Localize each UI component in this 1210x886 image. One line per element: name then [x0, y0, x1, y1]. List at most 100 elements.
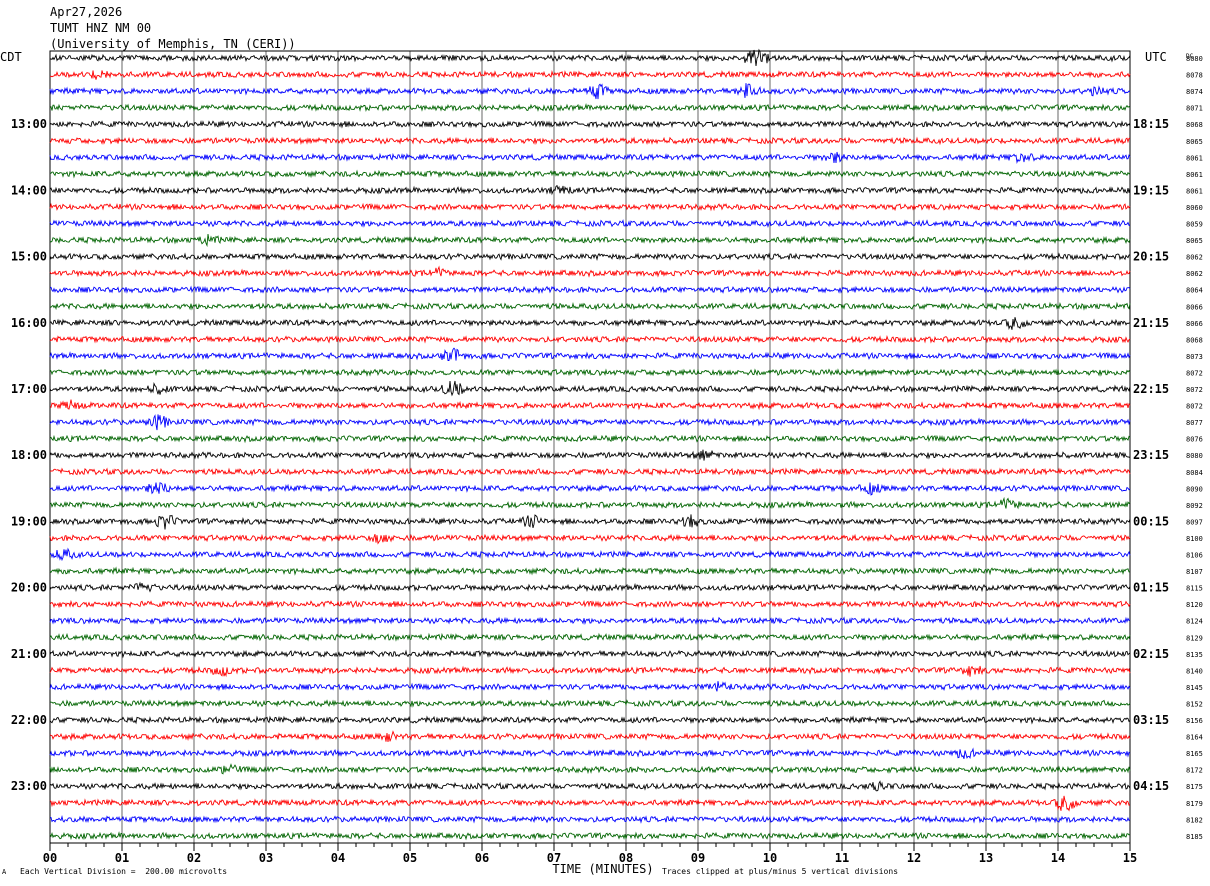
left-time-label: 16:00 — [11, 316, 47, 330]
station-title: TUMT HNZ NM 00 — [50, 21, 152, 35]
left-time-label: 22:00 — [11, 713, 47, 727]
seismic-trace — [49, 102, 1131, 113]
dc-offset-label: 8068 — [1186, 121, 1203, 129]
left-time-label: 21:00 — [11, 647, 47, 661]
seismic-trace — [49, 169, 1131, 179]
right-time-label: 01:15 — [1133, 581, 1169, 595]
seismic-trace — [49, 599, 1131, 609]
seismic-trace — [49, 136, 1131, 146]
dc-offset-label: 8076 — [1186, 436, 1203, 444]
x-tick-label: 11 — [835, 851, 849, 865]
dc-offset-label: 8061 — [1186, 171, 1203, 179]
dc-offset-label: 8065 — [1186, 237, 1203, 245]
right-timezone-label: UTC — [1145, 50, 1167, 64]
dc-offset-label: 8061 — [1186, 187, 1203, 195]
seismic-trace — [49, 566, 1131, 576]
seismic-trace — [49, 715, 1131, 725]
dc-offset-label: 8115 — [1186, 585, 1203, 593]
right-time-label: 18:15 — [1133, 117, 1169, 131]
x-tick-label: 07 — [547, 851, 561, 865]
dc-offset-label: 8164 — [1186, 734, 1203, 742]
right-time-label: 23:15 — [1133, 448, 1169, 462]
x-tick-label: 12 — [907, 851, 921, 865]
seismic-trace — [49, 467, 1131, 477]
dc-offset-label: 8072 — [1186, 403, 1203, 411]
seismic-trace — [49, 368, 1131, 377]
seismic-trace — [49, 234, 1131, 248]
seismic-trace — [49, 252, 1131, 262]
x-tick-label: 01 — [115, 851, 129, 865]
x-tick-label: 04 — [331, 851, 345, 865]
dc-offset-label: 8078 — [1186, 72, 1203, 80]
dc-offset-label: 8106 — [1186, 552, 1203, 560]
seismic-trace — [49, 496, 1131, 510]
dc-offset-label: 8080 — [1186, 452, 1203, 460]
seismic-trace — [49, 514, 1131, 530]
dc-offset-label: 8097 — [1186, 518, 1203, 526]
dc-offset-label: 8062 — [1186, 270, 1203, 278]
right-time-label: 21:15 — [1133, 316, 1169, 330]
seismic-trace — [49, 335, 1131, 344]
dc-offset-label: 8073 — [1186, 353, 1203, 361]
dc-offset-label: 8172 — [1186, 767, 1203, 775]
dc-offset-label: 8092 — [1186, 502, 1203, 510]
dc-offset-label: 8066 — [1186, 303, 1203, 311]
dc-offset-label: 8061 — [1186, 154, 1203, 162]
dc-offset-label: 8156 — [1186, 717, 1203, 725]
right-time-label: 00:15 — [1133, 514, 1169, 528]
seismic-trace — [49, 83, 1131, 100]
dc-offset-label: 8072 — [1186, 386, 1203, 394]
seismic-trace — [49, 151, 1131, 164]
seismic-trace — [49, 547, 1131, 562]
dc-offset-label: 8145 — [1186, 684, 1203, 692]
dc-offset-label: 8175 — [1186, 783, 1203, 791]
dc-offset-label: 8179 — [1186, 800, 1203, 808]
dc-offset-label: 8120 — [1186, 601, 1203, 609]
seismic-trace — [49, 681, 1131, 692]
seismic-trace — [49, 533, 1131, 545]
x-tick-label: 09 — [691, 851, 705, 865]
dc-offset-label: 8077 — [1186, 419, 1203, 427]
right-time-label: 19:15 — [1133, 183, 1169, 197]
left-time-label: 19:00 — [11, 514, 47, 528]
seismic-trace — [49, 119, 1131, 129]
seismic-trace — [49, 70, 1131, 80]
seismic-trace — [49, 831, 1131, 841]
seismic-trace — [49, 285, 1131, 295]
seismic-trace — [49, 632, 1131, 642]
seismic-trace — [49, 699, 1131, 708]
x-tick-label: 02 — [187, 851, 201, 865]
right-time-label: 02:15 — [1133, 647, 1169, 661]
seismic-trace — [49, 665, 1131, 678]
x-tick-label: 14 — [1051, 851, 1065, 865]
corner-glyph: A — [2, 868, 7, 876]
dc-offset-label: 8165 — [1186, 750, 1203, 758]
dc-offset-label: 8100 — [1186, 535, 1203, 543]
seismic-trace — [49, 434, 1131, 444]
dc-offset-label: 8084 — [1186, 469, 1203, 477]
dc-offset-label: 8059 — [1186, 221, 1203, 229]
x-tick-label: 05 — [403, 851, 417, 865]
right-time-label: 04:15 — [1133, 779, 1169, 793]
x-tick-label: 15 — [1123, 851, 1137, 865]
seismic-trace — [49, 265, 1131, 278]
dc-offset-label: 8140 — [1186, 667, 1203, 675]
x-tick-label: 06 — [475, 851, 489, 865]
dc-offset-label: 8060 — [1186, 204, 1203, 212]
x-tick-label: 08 — [619, 851, 633, 865]
dc-offset-label: 8072 — [1186, 369, 1203, 377]
seismic-trace — [49, 730, 1131, 742]
seismic-trace — [49, 616, 1131, 626]
left-time-label: 17:00 — [11, 382, 47, 396]
dc-offset-label: 8152 — [1186, 700, 1203, 708]
right-time-label: 20:15 — [1133, 250, 1169, 264]
left-time-label: 13:00 — [11, 117, 47, 131]
x-tick-label: 13 — [979, 851, 993, 865]
dc-offset-label: 8071 — [1186, 105, 1203, 113]
dc-offset-label: 8065 — [1186, 138, 1203, 146]
seismic-trace — [49, 414, 1131, 431]
seismic-trace — [49, 399, 1131, 411]
dc-corner-label: DC — [1186, 53, 1194, 60]
left-timezone-label: CDT — [0, 50, 22, 64]
right-time-label: 22:15 — [1133, 382, 1169, 396]
